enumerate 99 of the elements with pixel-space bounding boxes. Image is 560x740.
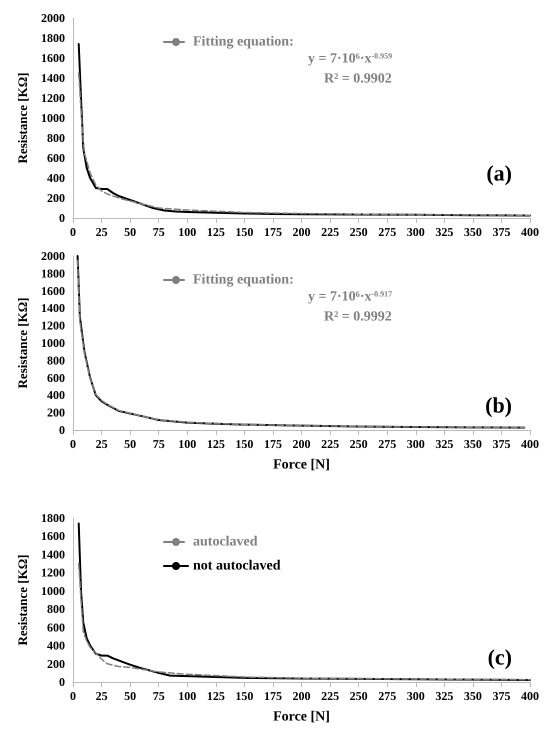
x-tick-label: 375 [492,437,510,451]
x-tick-label: 150 [235,225,254,239]
line-series [78,522,531,681]
y-tick-label: 200 [47,191,65,205]
x-tick-label: 75 [152,225,165,239]
x-tick-label: 25 [96,689,108,703]
y-tick-label: 1000 [41,584,65,598]
y-tick-label: 1400 [41,71,65,85]
x-tick-label: 75 [152,437,165,451]
x-axis-title: Force [N] [273,710,330,724]
x-tick-label: 175 [264,225,282,239]
x-tick-label: 200 [292,225,310,239]
y-tick-label: 1200 [41,91,65,105]
y-tick-label: 1800 [41,511,65,525]
x-tick-label: 400 [521,225,539,239]
x-tick-label: 275 [378,437,396,451]
y-tick-label: 2000 [41,11,65,25]
x-tick-label: 275 [378,225,396,239]
y-tick-label: 1600 [41,284,65,298]
y-axis-title: Resistance [KΩ] [15,72,30,164]
x-tick-label: 175 [264,689,282,703]
x-tick-label: 0 [70,689,76,703]
legend-label: Fitting equation: [193,34,294,50]
y-tick-label: 800 [47,353,65,368]
annotation: (b) [485,392,512,418]
x-tick-label: 200 [292,689,310,703]
x-tick-label: 300 [406,689,425,703]
x-tick-label: 200 [292,437,310,451]
x-tick-label: 25 [96,225,108,239]
y-tick-label: 1800 [41,31,65,45]
x-tick-label: 325 [435,225,454,239]
y-tick-label: 600 [47,151,65,165]
y-tick-label: 200 [47,406,65,420]
x-tick-label: 150 [235,437,254,451]
x-tick-label: 125 [206,437,225,451]
x-tick-label: 300 [406,225,425,239]
annotation: (a) [486,160,512,186]
x-tick-label: 325 [435,437,454,451]
x-tick-label: 125 [206,225,225,239]
x-tick-label: 0 [70,437,76,451]
y-tick-label: 400 [47,638,65,653]
y-tick-label: 0 [59,211,65,225]
y-tick-label: 0 [59,675,65,689]
line-series [78,72,531,216]
x-tick-label: 0 [70,225,76,239]
y-tick-label: 1000 [41,111,65,125]
x-tick-label: 350 [464,225,482,239]
x-tick-label: 250 [350,689,368,703]
y-tick-label: 1400 [41,547,65,562]
annotation: R² = 0.9992 [324,310,392,324]
legend-label: autoclaved [193,534,258,550]
x-tick-label: 250 [350,437,368,451]
y-tick-label: 1800 [41,266,65,280]
y-tick-label: 200 [47,656,65,671]
x-tick-label: 100 [178,437,196,451]
y-tick-label: 600 [47,370,65,385]
x-tick-label: 25 [96,437,108,451]
x-tick-label: 75 [152,689,165,703]
x-tick-label: 350 [464,437,482,451]
x-tick-label: 300 [406,437,425,451]
x-tick-label: 100 [178,225,196,239]
x-tick-label: 150 [235,689,254,703]
y-tick-label: 1400 [41,301,65,316]
x-tick-label: 50 [124,225,136,239]
x-tick-label: 350 [464,689,482,703]
x-tick-label: 275 [378,689,396,703]
y-tick-label: 800 [47,131,65,145]
annotation: R² = 0.9902 [324,72,392,86]
y-tick-label: 400 [47,388,65,402]
x-tick-label: 250 [350,225,368,239]
y-axis-title: Resistance [KΩ] [15,554,30,646]
x-tick-label: 50 [124,437,136,451]
x-tick-label: 225 [321,437,340,451]
x-tick-label: 125 [206,689,225,703]
y-axis-title: Resistance [KΩ] [15,298,30,388]
y-tick-label: 600 [47,620,65,634]
x-tick-label: 400 [521,437,539,451]
y-tick-label: 400 [47,171,65,185]
x-tick-label: 175 [264,437,282,451]
y-tick-label: 0 [59,423,65,437]
x-axis-title: Force [N] [273,458,330,472]
y-tick-label: 2000 [41,249,65,263]
y-tick-label: 1600 [41,51,65,65]
y-tick-label: 1200 [41,566,65,580]
annotation: (c) [488,644,512,670]
x-tick-label: 375 [492,225,510,239]
y-tick-label: 800 [47,602,65,616]
y-tick-label: 1000 [41,336,65,350]
legend-label: Fitting equation: [193,272,294,288]
x-tick-label: 100 [178,689,196,703]
y-tick-label: 1200 [41,318,65,333]
x-tick-label: 50 [124,689,136,703]
legend-label: not autoclaved [193,558,281,574]
x-tick-label: 225 [321,689,340,703]
x-tick-label: 375 [492,689,510,703]
x-tick-label: 225 [321,225,340,239]
x-tick-label: 400 [521,689,539,703]
x-tick-label: 325 [435,689,454,703]
y-tick-label: 1600 [41,529,65,544]
